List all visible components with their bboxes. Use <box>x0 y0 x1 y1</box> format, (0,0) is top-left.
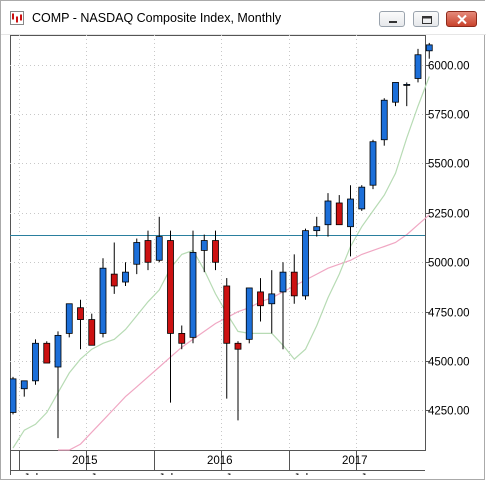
candle-body[interactable] <box>380 99 388 141</box>
price-chart[interactable]: 6000.00 5750.00 5500.00 5250.00 5000.00 4750.… <box>9 35 486 482</box>
year-label: 2015 <box>72 455 98 467</box>
candle-body[interactable] <box>358 186 366 210</box>
candle-body[interactable] <box>313 226 321 232</box>
x-tick-label: Jan <box>226 473 245 475</box>
candle-body[interactable] <box>223 285 231 344</box>
candle-body[interactable] <box>425 44 433 52</box>
minimize-icon <box>389 21 397 23</box>
candle-body[interactable] <box>290 271 298 297</box>
candle-body[interactable] <box>324 200 332 226</box>
y-tick-label: 5250.00 <box>428 209 470 221</box>
moving-average-fast <box>12 76 430 449</box>
window-title: COMP - NASDAQ Composite Index, Monthly <box>32 11 282 25</box>
y-tick-label: 4750.00 <box>428 308 470 320</box>
close-button[interactable] <box>446 11 477 27</box>
candle-body[interactable] <box>403 84 411 86</box>
moving-average-slow <box>58 214 430 451</box>
y-tick-label: 5500.00 <box>428 159 470 171</box>
candle-body[interactable] <box>32 342 39 382</box>
y-tick-label: 5000.00 <box>428 258 470 270</box>
candle-body[interactable] <box>279 271 287 293</box>
candle-body[interactable] <box>144 240 152 263</box>
year-label: 2016 <box>207 455 233 467</box>
y-tick-label: 4500.00 <box>428 357 470 369</box>
candle-body[interactable] <box>245 287 253 340</box>
maximize-icon <box>422 16 432 24</box>
candle-body[interactable] <box>110 273 118 287</box>
candle-body[interactable] <box>189 251 197 338</box>
candle-body[interactable] <box>335 202 343 226</box>
candle-body[interactable] <box>268 293 276 305</box>
candle-body[interactable] <box>20 380 28 390</box>
candle-body[interactable] <box>88 319 96 346</box>
candle-body[interactable] <box>43 342 51 364</box>
candle-body[interactable] <box>99 267 107 334</box>
x-tick-label: Jan <box>361 473 380 475</box>
candle-body[interactable] <box>133 242 141 265</box>
y-tick-label: 4250.00 <box>428 406 470 418</box>
title-bar[interactable]: COMP - NASDAQ Composite Index, Monthly <box>1 1 486 35</box>
x-tick-label: Jan <box>91 473 110 475</box>
candle-body[interactable] <box>414 54 422 79</box>
candle-body[interactable] <box>200 240 208 251</box>
x-tick-label: Jul <box>159 473 174 475</box>
candle-body[interactable] <box>167 240 174 334</box>
candle-body[interactable] <box>392 82 399 103</box>
candle-body[interactable] <box>369 141 377 186</box>
candle-body[interactable] <box>234 342 242 350</box>
candle-body[interactable] <box>155 236 163 261</box>
candle-body[interactable] <box>178 333 186 344</box>
candle-body[interactable] <box>54 334 62 368</box>
close-icon <box>457 14 467 25</box>
chart-area[interactable]: 6000.00 5750.00 5500.00 5250.00 5000.00 4750.… <box>9 35 486 482</box>
candle-body[interactable] <box>122 271 129 283</box>
y-tick-label: 6000.00 <box>428 61 470 73</box>
candle-body[interactable] <box>347 198 354 228</box>
chart-icon <box>10 11 24 25</box>
candle-body[interactable] <box>77 307 84 320</box>
x-tick-label: Jul <box>24 473 39 475</box>
maximize-button[interactable] <box>413 11 439 27</box>
minimize-button[interactable] <box>379 11 405 27</box>
y-tick-label: 5750.00 <box>428 110 470 122</box>
candle-body[interactable] <box>302 230 309 297</box>
candle-body[interactable] <box>9 378 17 413</box>
candle-body[interactable] <box>65 303 73 334</box>
year-label: 2017 <box>342 455 368 467</box>
x-tick-label: Jul <box>294 473 309 475</box>
candle-body[interactable] <box>212 240 219 263</box>
candle-body[interactable] <box>257 291 264 307</box>
